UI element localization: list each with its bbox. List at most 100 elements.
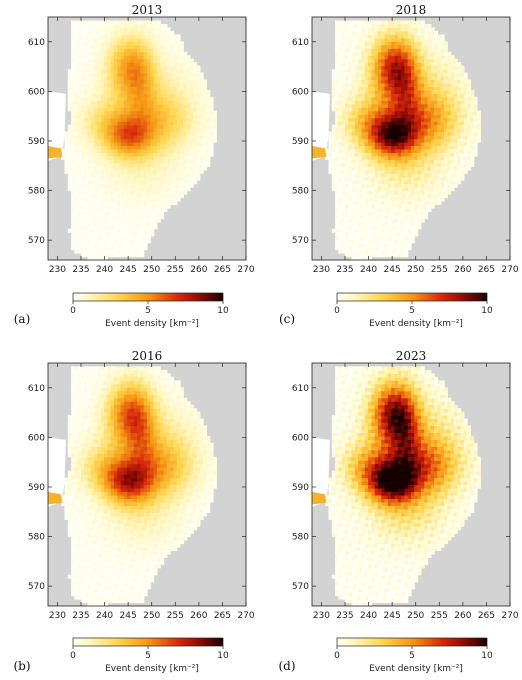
y-tick-label: 610: [292, 384, 309, 394]
y-tick-label: 580: [28, 533, 45, 543]
x-tick-label: 230: [313, 611, 330, 621]
y-tick-label: 610: [28, 384, 45, 394]
x-tick-label: 260: [454, 265, 471, 275]
colorbar-tick-label: 5: [145, 306, 151, 316]
x-tick-label: 255: [431, 265, 448, 275]
x-tick-label: 255: [167, 265, 184, 275]
panel-2018: 2018 230 235 240 245 250 255 260 265 270 570 580 590…: [279, 3, 519, 329]
x-tick-label: 265: [478, 611, 495, 621]
x-tick-label: 265: [214, 611, 231, 621]
inlet-area: [48, 491, 63, 505]
heatmap-cells: [61, 366, 217, 607]
no-data-area: [312, 437, 330, 507]
colorbar-gradient: [336, 292, 488, 302]
y-tick-label: 570: [28, 582, 45, 592]
colorbar-tick-label: 5: [409, 306, 415, 316]
x-tick-label: 235: [72, 265, 89, 275]
x-tick-label: 240: [360, 265, 377, 275]
colorbar-tick-label: 10: [481, 306, 493, 316]
colorbar-tick-label: 10: [217, 651, 229, 661]
panel-title: 2013: [132, 3, 163, 17]
x-tick-label: 265: [214, 265, 231, 275]
inlet-area: [312, 491, 327, 505]
y-tick-label: 580: [292, 533, 309, 543]
y-tick-label: 570: [292, 582, 309, 592]
x-tick-label: 270: [501, 611, 518, 621]
y-tick-label: 590: [28, 137, 45, 147]
y-tick-label: 600: [292, 87, 309, 97]
axes-frame: [311, 362, 511, 607]
colorbar: 0 5 10 Event density [km⁻²]: [70, 637, 229, 674]
heatmap-cells: [61, 20, 217, 261]
y-tick-label: 600: [28, 433, 45, 443]
x-tick-label: 240: [96, 611, 113, 621]
x-tick-label: 255: [167, 611, 184, 621]
x-tick-label: 235: [336, 265, 353, 275]
heatmap-cells: [325, 20, 481, 261]
axes-frame: [47, 16, 247, 261]
colorbar-gradient: [336, 637, 488, 647]
colorbar-tick-label: 5: [409, 651, 415, 661]
no-data-area: [312, 91, 330, 161]
no-data-area: [48, 91, 66, 161]
x-tick-label: 230: [49, 611, 66, 621]
y-tick-label: 600: [28, 87, 45, 97]
y-tick-label: 580: [28, 187, 45, 197]
x-tick-label: 260: [190, 611, 207, 621]
x-tick-label: 235: [336, 611, 353, 621]
panel-letter: (c): [279, 312, 295, 326]
panel-letter: (d): [278, 659, 295, 673]
y-tick-label: 570: [292, 236, 309, 246]
colorbar-tick-label: 0: [334, 651, 340, 661]
panel-letter: (b): [13, 659, 30, 673]
y-tick-label: 590: [292, 137, 309, 147]
panel-title: 2016: [132, 349, 163, 363]
x-tick-label: 270: [501, 265, 518, 275]
x-tick-label: 265: [478, 265, 495, 275]
axes-frame: [47, 362, 247, 607]
colorbar-tick-label: 0: [334, 306, 340, 316]
x-tick-label: 230: [49, 265, 66, 275]
no-data-area: [48, 437, 66, 507]
y-tick-label: 590: [292, 483, 309, 493]
colorbar: 0 5 10 Event density [km⁻²]: [334, 292, 493, 329]
x-tick-label: 250: [143, 265, 160, 275]
x-tick-label: 245: [384, 611, 401, 621]
panel-2023: 2023 230 235 240 245 250 255 260 265 270 570 580 590…: [278, 349, 518, 674]
panel-letter: (a): [14, 312, 31, 326]
x-tick-label: 245: [384, 265, 401, 275]
panel-title: 2018: [396, 3, 427, 17]
x-tick-label: 240: [96, 265, 113, 275]
heatmap-cells: [325, 366, 481, 607]
x-tick-label: 245: [120, 265, 137, 275]
inlet-area: [48, 145, 63, 159]
colorbar-label: Event density [km⁻²]: [369, 319, 463, 329]
y-tick-label: 600: [292, 433, 309, 443]
y-tick-label: 610: [28, 38, 45, 48]
x-tick-label: 260: [454, 611, 471, 621]
axes-frame: [311, 16, 511, 261]
x-tick-label: 245: [120, 611, 137, 621]
panel-title: 2023: [396, 349, 427, 363]
y-tick-label: 590: [28, 483, 45, 493]
colorbar-tick-label: 10: [481, 651, 493, 661]
panel-2016: 2016 230 235 240 245 250 255 260 265 270 570 580 590…: [13, 349, 254, 674]
colorbar: 0 5 10 Event density [km⁻²]: [70, 292, 229, 329]
colorbar-tick-label: 5: [145, 651, 151, 661]
inlet-area: [312, 145, 327, 159]
x-tick-label: 235: [72, 611, 89, 621]
colorbar-tick-label: 10: [217, 306, 229, 316]
y-tick-label: 580: [292, 187, 309, 197]
x-tick-label: 255: [431, 611, 448, 621]
x-tick-label: 240: [360, 611, 377, 621]
colorbar-gradient: [72, 292, 224, 302]
colorbar-label: Event density [km⁻²]: [105, 319, 199, 329]
x-tick-label: 270: [237, 611, 254, 621]
colorbar-tick-label: 0: [70, 306, 76, 316]
colorbar: 0 5 10 Event density [km⁻²]: [334, 637, 493, 674]
x-tick-label: 230: [313, 265, 330, 275]
x-tick-label: 260: [190, 265, 207, 275]
panel-2013: 2013 230 235 240 245 250 255 260 265 270 570 580 590…: [14, 3, 255, 329]
y-tick-label: 610: [292, 38, 309, 48]
